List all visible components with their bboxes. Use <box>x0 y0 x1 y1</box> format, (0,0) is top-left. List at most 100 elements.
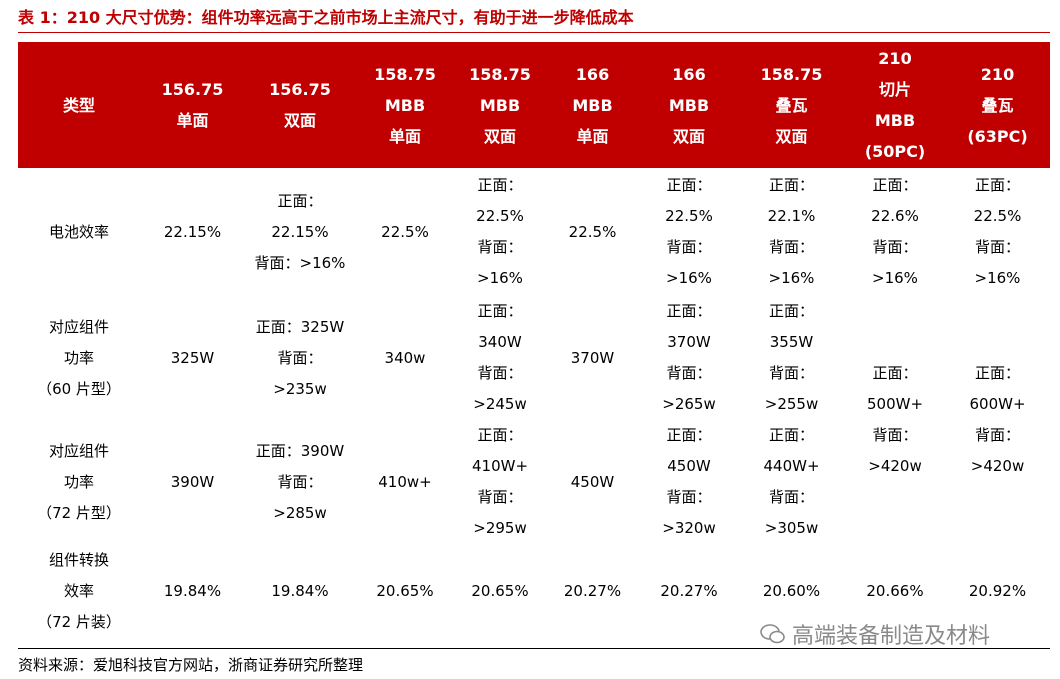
cell-line: >265w <box>662 395 716 413</box>
cell-line: 功率 <box>63 348 94 367</box>
table-title: 表 1：210 大尺寸优势：组件功率远高于之前市场上主流尺寸，有助于进一步降低成… <box>18 8 634 27</box>
cell-line: 双面 <box>672 126 705 146</box>
cell-line: 正面： <box>872 176 918 194</box>
table-cell: 19.84% <box>245 544 355 638</box>
cell-line: 正面： <box>477 176 523 194</box>
cell-line: >16% <box>768 269 815 287</box>
cell-line: (63PC) <box>967 126 1028 146</box>
cell-line: >420w <box>970 457 1025 475</box>
cell-line: 22.1% <box>767 207 816 225</box>
cell-line: 340W <box>478 333 522 351</box>
table-cell: 325W <box>140 296 245 420</box>
cell-line: 功率 <box>63 472 94 491</box>
cell-line: 正面： <box>666 176 712 194</box>
table-row: 电池效率 22.15% 正面： 22.15% 背面：>16% 22.5% 正面： 22.5% 背… <box>18 168 1050 296</box>
cell-line: 22.15% <box>271 222 329 241</box>
table-cell: 370W <box>545 296 640 420</box>
header-row: 类型 156.75 单面 156.75 双面 158.75 MBB 单面 158.75 MBB 双面… <box>18 42 1050 168</box>
table-cell: 正面： 450W 背面： >320w <box>640 420 738 544</box>
cell-line: MBB <box>479 95 521 115</box>
cell-line: >305w <box>764 519 819 537</box>
cell-line: 20.27% <box>563 581 622 600</box>
cell-line: >16% <box>666 269 712 287</box>
cell-line: >255w <box>764 395 819 413</box>
table-cell: 正面： 340W 背面： >245w <box>455 296 545 420</box>
cell-line: 背面： <box>666 238 712 256</box>
bottom-rule <box>18 648 1050 649</box>
cell-line: 正面： <box>768 426 814 444</box>
cell-line: >16% <box>974 269 1021 287</box>
table-cell: 20.27% <box>545 544 640 638</box>
cell-line: 背面： <box>666 364 712 382</box>
cell-line: 背面： <box>768 238 814 256</box>
cell-line: 叠瓦 <box>775 95 808 115</box>
cell-line: 对应组件 <box>48 317 109 336</box>
cell-line: 背面： <box>974 426 1020 444</box>
table-cell: 正面： 410W+ 背面： >295w <box>455 420 545 544</box>
cell-line: 156.75 <box>161 80 224 99</box>
table-cell: 20.92% <box>945 544 1050 638</box>
table-cell: 20.65% <box>355 544 455 638</box>
cell-line: 背面： <box>872 426 918 444</box>
table-cell: 20.65% <box>455 544 545 638</box>
cell-line: 背面： <box>872 238 918 256</box>
cell-line: >420w <box>868 457 922 475</box>
cell-line: 正面： <box>872 364 918 382</box>
table-cell: 正面： 22.5% 背面： >16% <box>945 168 1050 296</box>
cell-line: 双面 <box>775 126 808 146</box>
cell-line: 单面 <box>176 111 209 130</box>
cell-line: 背面： <box>768 364 814 382</box>
cell-line: 450W <box>570 472 615 491</box>
cell-line: 440W+ <box>763 457 820 475</box>
cell-line: 325W <box>170 348 215 367</box>
cell-line: 22.5% <box>381 222 429 241</box>
cell-line: 正面：390W <box>255 441 345 460</box>
cell-line: 双面 <box>283 111 316 130</box>
cell-line: >320w <box>662 519 716 537</box>
cell-line: 背面： <box>666 488 712 506</box>
header-cell: 166 MBB 双面 <box>640 42 738 168</box>
cell-line: MBB <box>874 111 916 130</box>
header-cell: 210 切片 MBB (50PC) <box>845 42 945 168</box>
cell-line: 210 <box>878 49 912 68</box>
cell-line: 背面： <box>974 238 1020 256</box>
cell-line: 正面： <box>277 191 323 210</box>
cell-line: 355W <box>769 333 814 351</box>
cell-line: 22.5% <box>665 207 713 225</box>
cell-line: >295w <box>473 519 527 537</box>
header-cell: 210 叠瓦 (63PC) <box>945 42 1050 168</box>
cell-line: 20.92% <box>968 581 1027 600</box>
header-cell: 158.75 叠瓦 双面 <box>738 42 845 168</box>
cell-line: 166 <box>575 64 610 84</box>
table-cell: 正面：390W 背面： >285w <box>245 420 355 544</box>
header-cell: 158.75 MBB 双面 <box>455 42 545 168</box>
cell-line: 158.75 <box>374 64 436 84</box>
table-cell: 20.66% <box>845 544 945 638</box>
table-cell: 组件转换 效率 （72 片装） <box>18 544 140 638</box>
cell-line: >235w <box>273 379 327 398</box>
cell-line: 19.84% <box>163 581 222 600</box>
cell-line: 正面： <box>974 176 1020 194</box>
wechat-icon <box>760 624 785 644</box>
cell-line: （60 片型） <box>37 379 121 398</box>
header-cell: 166 MBB 单面 <box>545 42 640 168</box>
table-cell: 正面： 22.5% 背面： >16% <box>455 168 545 296</box>
table-row: 组件转换 效率 （72 片装） 19.84% 19.84% 20.65% 20.65% 20.… <box>18 544 1050 638</box>
table-cell: 22.15% <box>140 168 245 296</box>
table-cell: 正面： 600W+ 背面： >420w <box>945 296 1050 544</box>
cell-line: >16% <box>872 269 918 287</box>
header-cell: 类型 <box>18 42 140 168</box>
table-cell: 19.84% <box>140 544 245 638</box>
cell-line: 20.60% <box>762 581 821 600</box>
watermark: 高端装备制造及材料 <box>760 618 990 650</box>
cell-line: （72 片装） <box>37 612 121 631</box>
table-cell: 正面： 22.6% 背面： >16% <box>845 168 945 296</box>
cell-line: >16% <box>477 269 523 287</box>
cell-line: 背面： <box>277 348 323 367</box>
table-cell: 正面：325W 背面： >235w <box>245 296 355 420</box>
cell-line: 正面： <box>477 426 523 444</box>
table-cell: 正面： 22.1% 背面： >16% <box>738 168 845 296</box>
table-row: 对应组件 功率 （72 片型） 390W 正面：390W 背面： >285w 410w+ 正面：… <box>18 420 1050 544</box>
cell-line: 340w <box>384 348 426 367</box>
